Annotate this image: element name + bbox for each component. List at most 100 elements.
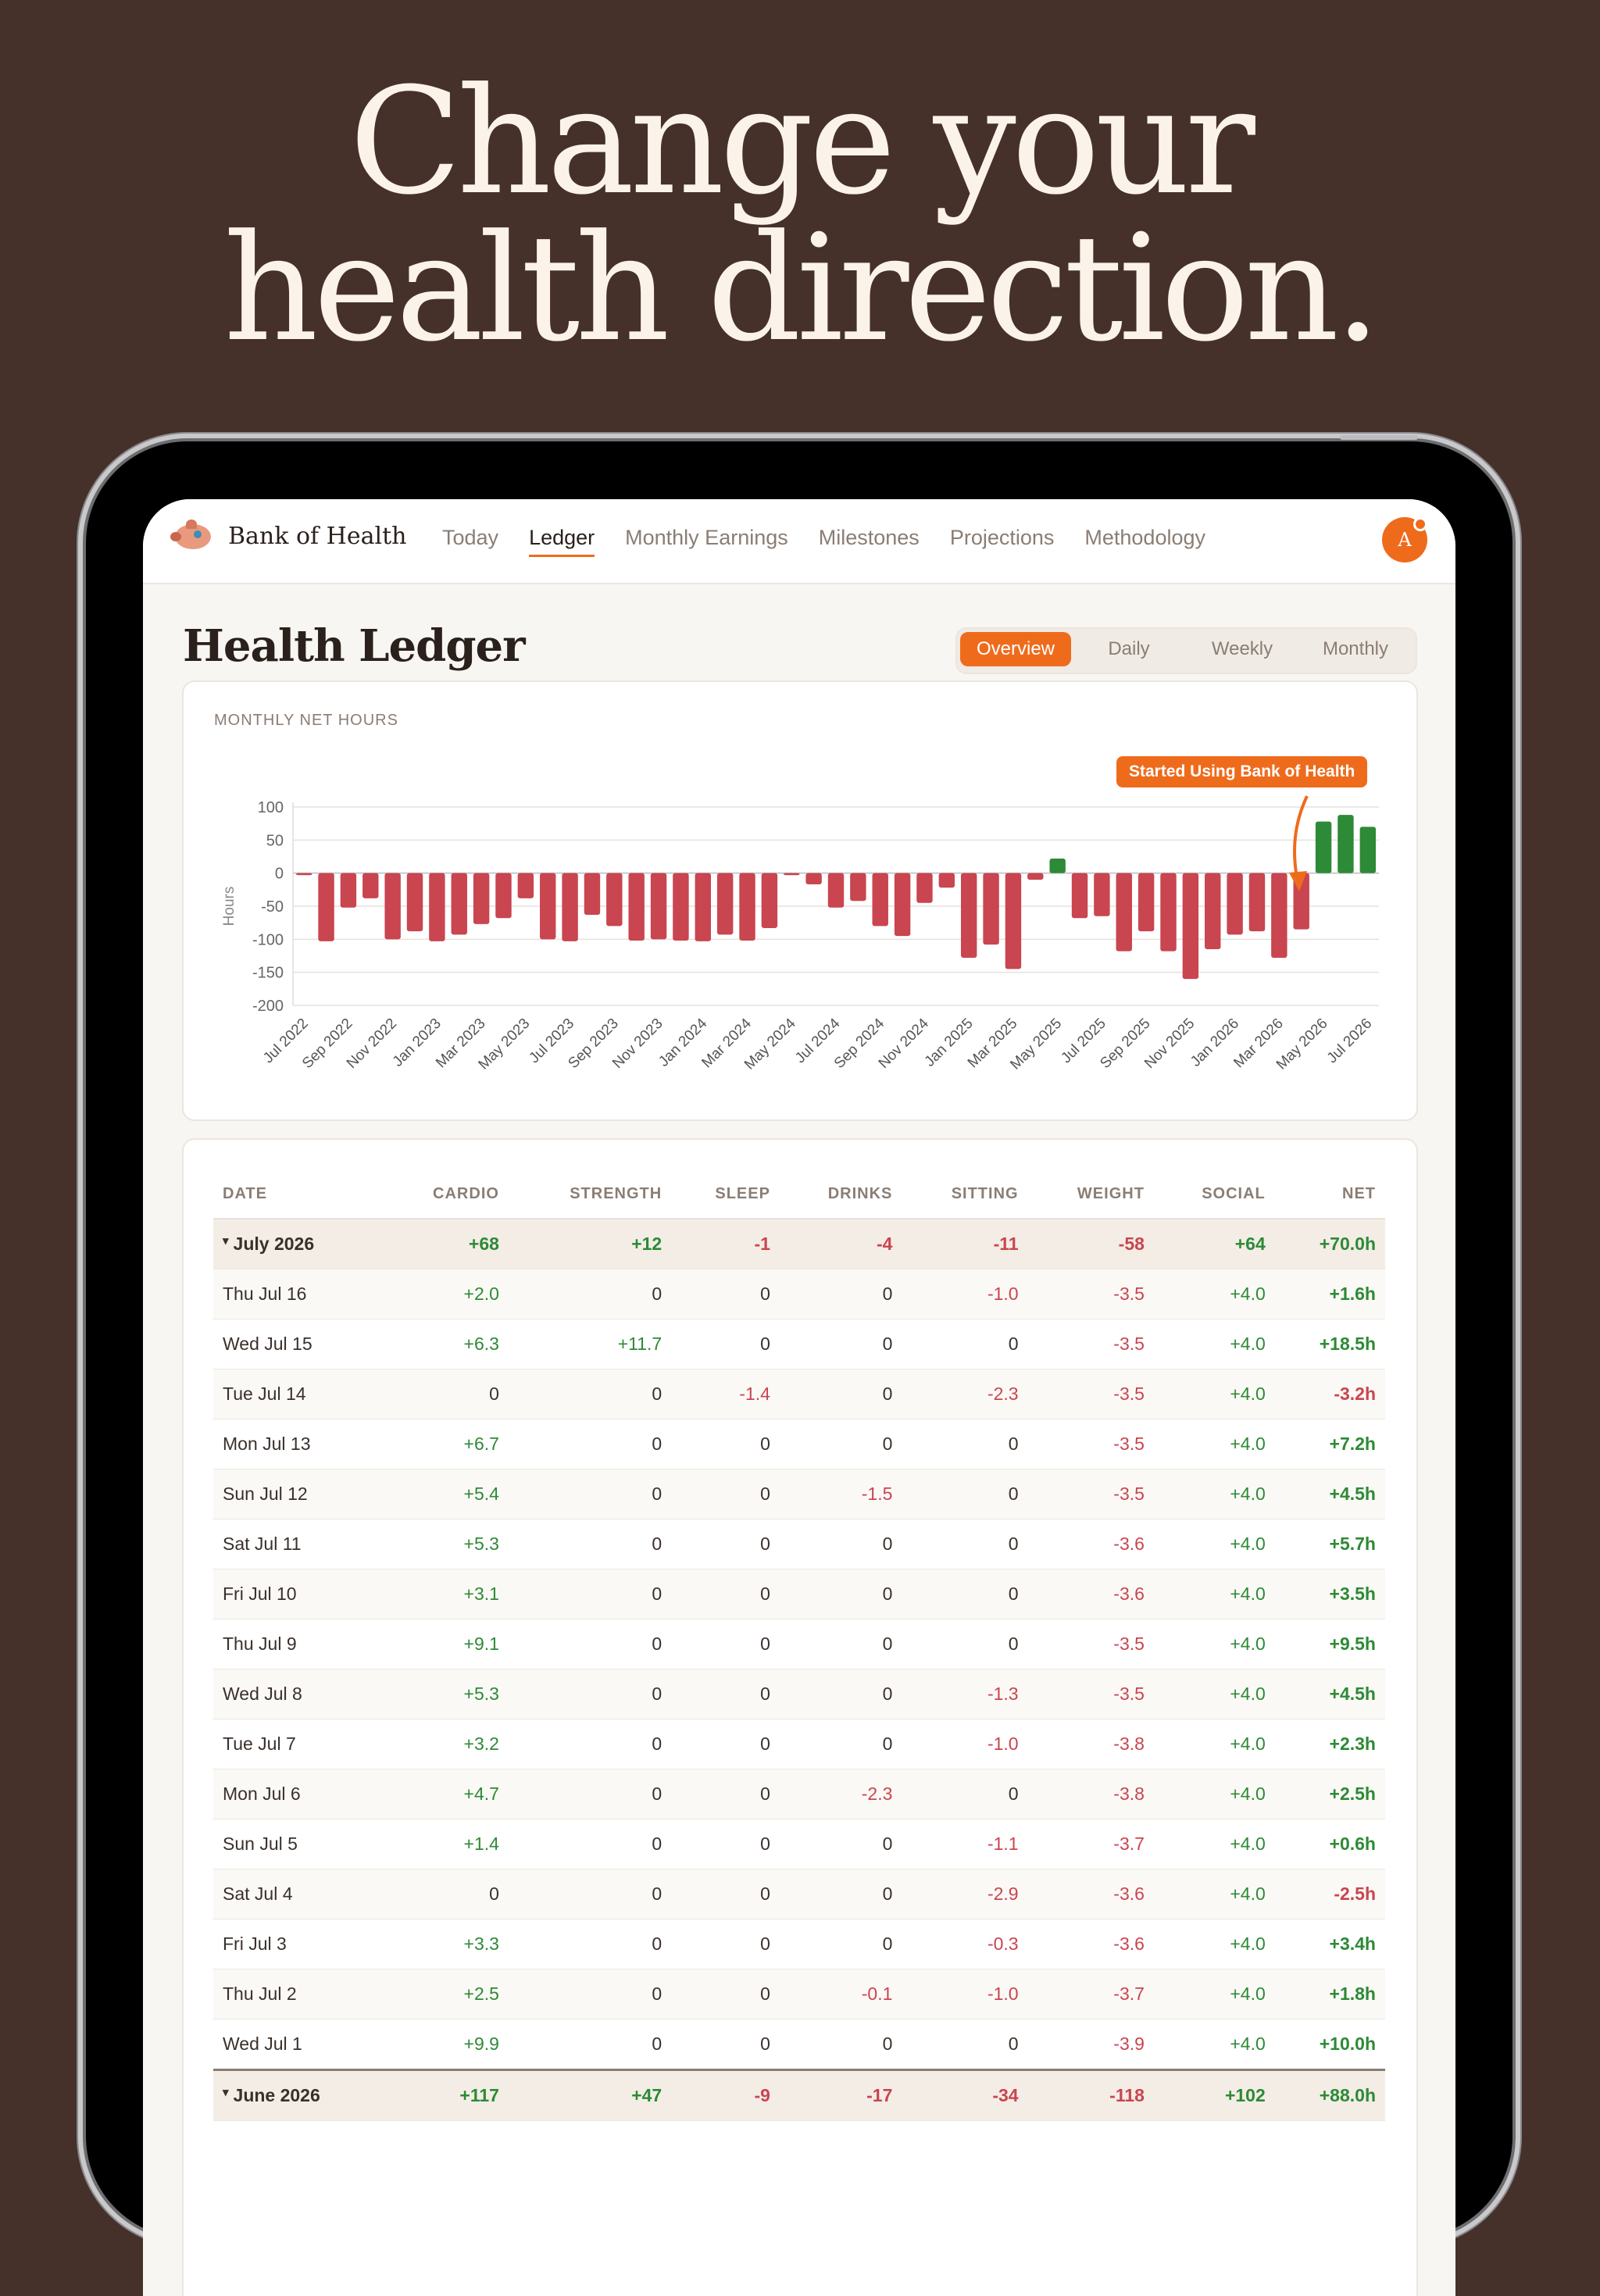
cell-drinks: 0 bbox=[779, 1569, 902, 1619]
chart-title: MONTHLY NET HOURS bbox=[214, 712, 398, 729]
y-axis-label: Hours bbox=[221, 887, 238, 927]
segment-monthly[interactable]: Monthly bbox=[1322, 638, 1389, 659]
cell-cardio: +6.3 bbox=[384, 1319, 509, 1369]
cell-net: +4.5h bbox=[1274, 1469, 1385, 1519]
nav-link-projections[interactable]: Projections bbox=[949, 526, 1055, 549]
cell-social: +4.0 bbox=[1153, 1969, 1275, 2019]
table-row[interactable]: Thu Jul 16 +2.0 0 0 0 -1.0 -3.5 +4.0 +1.6h bbox=[213, 1269, 1385, 1319]
table-row[interactable]: Wed Jul 8 +5.3 0 0 0 -1.3 -3.5 +4.0 +4.5h bbox=[213, 1669, 1385, 1719]
cell-sitting: 0 bbox=[902, 1519, 1028, 1569]
bar-sep-2022 bbox=[340, 873, 357, 908]
segment-daily[interactable]: Daily bbox=[1108, 638, 1150, 659]
cell-sitting: -1.3 bbox=[902, 1669, 1028, 1719]
cell-net: +10.0h bbox=[1274, 2019, 1385, 2070]
segment-weekly[interactable]: Weekly bbox=[1211, 638, 1273, 659]
collapse-triangle-icon[interactable]: ▾ bbox=[223, 2086, 229, 2099]
cell-net: +1.6h bbox=[1274, 1269, 1385, 1319]
nav-link-methodology[interactable]: Methodology bbox=[1084, 526, 1205, 549]
table-row[interactable]: Fri Jul 3 +3.3 0 0 0 -0.3 -3.6 +4.0 +3.4h bbox=[213, 1919, 1385, 1969]
cell-net: +1.8h bbox=[1274, 1969, 1385, 2019]
bar-jan-2023 bbox=[429, 873, 445, 941]
cell-sleep: 0 bbox=[671, 1669, 780, 1719]
cell-sleep: 0 bbox=[671, 1869, 780, 1919]
bar-oct-2024 bbox=[894, 873, 911, 937]
cell-sitting: -0.3 bbox=[902, 1919, 1028, 1969]
cell-strength: 0 bbox=[508, 1869, 672, 1919]
column-header-date[interactable]: DATE bbox=[213, 1169, 384, 1219]
cell-strength: 0 bbox=[508, 1719, 672, 1769]
y-tick-label: 100 bbox=[258, 799, 284, 816]
cell-cardio: +3.3 bbox=[384, 1919, 509, 1969]
headline-line-2: health direction. bbox=[223, 203, 1381, 374]
cell-net: +4.5h bbox=[1274, 1669, 1385, 1719]
cell-sleep: 0 bbox=[671, 1519, 780, 1569]
headline: Change your health direction. bbox=[0, 69, 1600, 362]
start-annotation: Started Using Bank of Health bbox=[1116, 756, 1368, 787]
table-row[interactable]: Sat Jul 4 0 0 0 0 -2.9 -3.6 +4.0 -2.5h bbox=[213, 1869, 1385, 1919]
segment-overview[interactable]: Overview bbox=[960, 632, 1071, 666]
nav-link-milestones[interactable]: Milestones bbox=[818, 526, 920, 549]
cell-cardio: +68 bbox=[384, 1219, 509, 1269]
nav-link-ledger[interactable]: Ledger bbox=[529, 526, 595, 557]
table-row[interactable]: Sat Jul 11 +5.3 0 0 0 0 -3.6 +4.0 +5.7h bbox=[213, 1519, 1385, 1569]
cell-strength: 0 bbox=[508, 1819, 672, 1869]
month-label: July 2026 bbox=[233, 1234, 315, 1254]
cell-sitting: 0 bbox=[902, 1769, 1028, 1819]
table-row[interactable]: Mon Jul 6 +4.7 0 0 -2.3 0 -3.8 +4.0 +2.5h bbox=[213, 1769, 1385, 1819]
cell-sitting: -1.0 bbox=[902, 1969, 1028, 2019]
cell-drinks: -1.5 bbox=[779, 1469, 902, 1519]
avatar[interactable]: A bbox=[1382, 517, 1427, 562]
cell-sitting: -2.3 bbox=[902, 1369, 1028, 1419]
page-title: Health Ledger bbox=[183, 620, 526, 672]
headline-line-1: Change your bbox=[349, 56, 1255, 227]
bar-mar-2023 bbox=[473, 873, 490, 924]
bar-nov-2022 bbox=[384, 873, 401, 940]
column-header-sitting[interactable]: SITTING bbox=[902, 1169, 1028, 1219]
bar-jun-2026 bbox=[1338, 815, 1354, 873]
month-summary-row[interactable]: ▾ June 2026 +117 +47 -9 -17 -34 -118 +102 +88.0h bbox=[213, 2069, 1385, 2121]
nav-link-monthly-earnings[interactable]: Monthly Earnings bbox=[625, 526, 788, 549]
table-row[interactable]: Thu Jul 2 +2.5 0 0 -0.1 -1.0 -3.7 +4.0 +1.8h bbox=[213, 1969, 1385, 2019]
cell-sitting: -1.0 bbox=[902, 1719, 1028, 1769]
column-header-weight[interactable]: WEIGHT bbox=[1027, 1169, 1154, 1219]
cell-cardio: +2.0 bbox=[384, 1269, 509, 1319]
month-summary-row[interactable]: ▾ July 2026 +68 +12 -1 -4 -11 -58 +64 +70.0h bbox=[213, 1219, 1385, 1269]
cell-cardio: +5.3 bbox=[384, 1519, 509, 1569]
table-row[interactable]: Fri Jul 10 +3.1 0 0 0 0 -3.6 +4.0 +3.5h bbox=[213, 1569, 1385, 1619]
row-date: Tue Jul 7 bbox=[213, 1719, 384, 1769]
cell-cardio: +9.9 bbox=[384, 2019, 509, 2070]
cell-sitting: 0 bbox=[902, 1469, 1028, 1519]
cell-weight: -3.5 bbox=[1027, 1269, 1154, 1319]
brand[interactable]: Bank of Health bbox=[170, 520, 406, 552]
table-row[interactable]: Wed Jul 15 +6.3 +11.7 0 0 0 -3.5 +4.0 +18.5h bbox=[213, 1319, 1385, 1369]
table-row[interactable]: Wed Jul 1 +9.9 0 0 0 0 -3.9 +4.0 +10.0h bbox=[213, 2019, 1385, 2070]
cell-strength: 0 bbox=[508, 1469, 672, 1519]
column-header-cardio[interactable]: CARDIO bbox=[384, 1169, 509, 1219]
table-row[interactable]: Mon Jul 13 +6.7 0 0 0 0 -3.5 +4.0 +7.2h bbox=[213, 1419, 1385, 1469]
cell-social: +64 bbox=[1153, 1219, 1275, 1269]
column-header-drinks[interactable]: DRINKS bbox=[779, 1169, 902, 1219]
cell-weight: -3.6 bbox=[1027, 1869, 1154, 1919]
cell-strength: 0 bbox=[508, 1269, 672, 1319]
column-header-social[interactable]: SOCIAL bbox=[1153, 1169, 1275, 1219]
table-header-row: DATE CARDIO STRENGTH SLEEP DRINKS SITTING WEIG… bbox=[213, 1169, 1385, 1219]
column-header-sleep[interactable]: SLEEP bbox=[671, 1169, 780, 1219]
cell-strength: 0 bbox=[508, 2019, 672, 2070]
nav-link-today[interactable]: Today bbox=[442, 526, 499, 549]
cell-sitting: -1.0 bbox=[902, 1269, 1028, 1319]
annotation-arrow bbox=[1293, 795, 1309, 883]
column-header-strength[interactable]: STRENGTH bbox=[508, 1169, 672, 1219]
y-tick-label: -50 bbox=[261, 898, 284, 916]
bar-may-2023 bbox=[517, 873, 534, 898]
cell-net: +88.0h bbox=[1274, 2069, 1385, 2121]
table-row[interactable]: Tue Jul 14 0 0 -1.4 0 -2.3 -3.5 +4.0 -3.2h bbox=[213, 1369, 1385, 1419]
table-row[interactable]: Sun Jul 5 +1.4 0 0 0 -1.1 -3.7 +4.0 +0.6h bbox=[213, 1819, 1385, 1869]
collapse-triangle-icon[interactable]: ▾ bbox=[223, 1234, 229, 1248]
table-row[interactable]: Tue Jul 7 +3.2 0 0 0 -1.0 -3.8 +4.0 +2.3h bbox=[213, 1719, 1385, 1769]
cell-social: +4.0 bbox=[1153, 1469, 1275, 1519]
column-header-net[interactable]: NET bbox=[1274, 1169, 1385, 1219]
table-row[interactable]: Sun Jul 12 +5.4 0 0 -1.5 0 -3.5 +4.0 +4.5h bbox=[213, 1469, 1385, 1519]
bar-jun-2025 bbox=[1071, 873, 1088, 919]
table-row[interactable]: Thu Jul 9 +9.1 0 0 0 0 -3.5 +4.0 +9.5h bbox=[213, 1619, 1385, 1669]
row-date: Thu Jul 9 bbox=[213, 1619, 384, 1669]
